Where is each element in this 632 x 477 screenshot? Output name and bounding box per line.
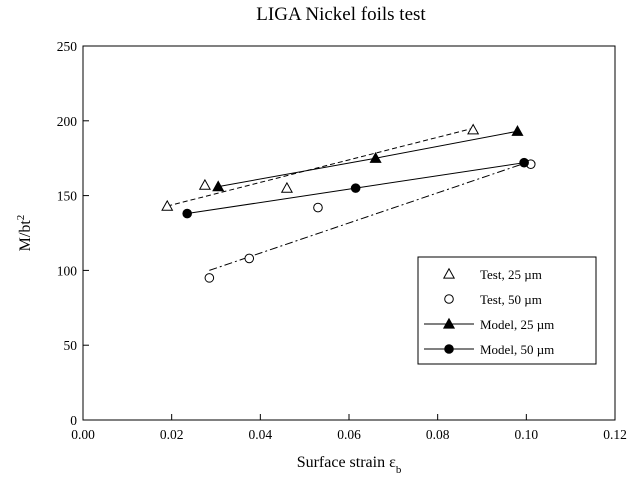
data-point <box>161 199 174 211</box>
x-axis-label: Surface strain εb <box>297 454 402 476</box>
x-tick-label: 0.00 <box>71 427 95 442</box>
x-axis: 0.00 0.02 0.04 0.06 0.08 0.10 0.12 <box>71 414 627 442</box>
series-line <box>218 130 518 188</box>
data-point <box>313 202 323 213</box>
y-tick-label: 150 <box>57 189 78 204</box>
fit-lines <box>167 127 531 271</box>
series-layer <box>161 123 536 283</box>
series-1 <box>204 159 536 283</box>
legend-label: Test, 25 µm <box>480 267 542 282</box>
data-point <box>204 273 215 283</box>
series-3 <box>182 157 529 219</box>
y-axis-label-main: M/bt <box>17 220 34 252</box>
legend-label: Model, 25 µm <box>480 317 554 332</box>
legend: Test, 25 µm Test, 50 µm Model, 25 µm Model,… <box>417 256 597 365</box>
series-0 <box>161 123 480 211</box>
data-point <box>280 181 293 193</box>
data-point <box>369 151 382 163</box>
y-axis-label-sup: 2 <box>15 215 27 221</box>
x-tick-label: 0.10 <box>515 427 539 442</box>
data-point <box>519 157 529 168</box>
y-axis-label: M/bt2 <box>15 215 34 252</box>
legend-label: Test, 50 µm <box>480 292 542 307</box>
x-tick-label: 0.06 <box>337 427 361 442</box>
y-tick-label: 100 <box>57 263 78 278</box>
legend-marker <box>442 267 456 279</box>
x-tick-label: 0.04 <box>249 427 273 442</box>
x-axis-label-sub: b <box>396 464 402 476</box>
data-point <box>350 183 361 193</box>
y-tick-label: 250 <box>57 39 78 54</box>
x-axis-label-main: Surface strain ε <box>297 454 396 471</box>
data-point <box>244 253 255 264</box>
data-point <box>467 123 480 135</box>
chart-title: LIGA Nickel foils test <box>256 4 426 25</box>
x-tick-label: 0.08 <box>426 427 450 442</box>
data-point <box>182 208 192 219</box>
data-point <box>198 178 211 190</box>
legend-label: Model, 50 µm <box>480 342 554 357</box>
data-point <box>212 180 225 192</box>
fit-line-dashed <box>167 127 474 207</box>
y-tick-label: 50 <box>64 338 78 353</box>
legend-marker <box>444 344 454 354</box>
x-tick-label: 0.12 <box>603 427 627 442</box>
y-tick-label: 0 <box>70 413 77 428</box>
legend-marker <box>442 317 456 329</box>
x-tick-label: 0.02 <box>160 427 184 442</box>
fit-line-dash-dot <box>209 160 531 271</box>
y-axis: 0 50 100 150 200 250 <box>57 39 89 428</box>
data-point <box>511 125 524 136</box>
series-2 <box>212 125 524 192</box>
legend-marker <box>444 294 454 304</box>
y-tick-label: 200 <box>57 114 78 129</box>
